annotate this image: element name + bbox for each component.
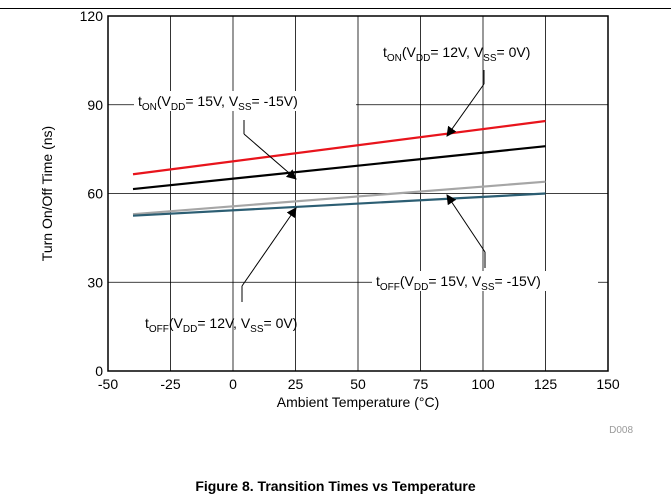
x-tick-label: 75 bbox=[413, 376, 429, 392]
label-toff-15v: tOFF(VDD= 15V, VSS= -15V) bbox=[376, 273, 541, 293]
x-tick-label: 100 bbox=[471, 376, 495, 392]
figure-code: D008 bbox=[609, 425, 633, 436]
y-tick-label: 120 bbox=[80, 8, 104, 24]
label-ton-12v: tON(VDD= 12V, VSS= 0V) bbox=[383, 44, 530, 64]
series-toff-12v bbox=[132, 192, 546, 217]
x-tick-label: -25 bbox=[160, 376, 180, 392]
series-toff-15v bbox=[132, 180, 546, 216]
arrow-ton-12v bbox=[446, 83, 485, 137]
y-tick-label: 90 bbox=[87, 97, 103, 113]
label-ton-15v: tON(VDD= 15V, VSS= -15V) bbox=[138, 93, 298, 113]
x-tick-label: -50 bbox=[98, 376, 118, 392]
x-tick-label: 50 bbox=[350, 376, 366, 392]
label-toff-12v: tOFF(VDD= 12V, VSS= 0V) bbox=[145, 315, 297, 335]
x-axis-label: Ambient Temperature (°C) bbox=[277, 394, 440, 410]
figure-caption: Figure 8. Transition Times vs Temperatur… bbox=[195, 478, 476, 494]
x-tick-labels: -50 -25 0 25 50 75 100 125 150 bbox=[98, 376, 620, 392]
y-axis-label: Turn On/Off Time (ns) bbox=[39, 126, 55, 261]
label-toff-15v-bg bbox=[372, 271, 598, 291]
x-tick-label: 0 bbox=[229, 376, 237, 392]
x-tick-label: 150 bbox=[596, 376, 620, 392]
x-tick-label: 25 bbox=[288, 376, 304, 392]
y-tick-label: 60 bbox=[87, 186, 103, 202]
plot-frame bbox=[107, 15, 609, 372]
transition-times-chart: -50 -25 0 25 50 75 100 125 150 0 30 60 90 120 Ambien… bbox=[39, 8, 633, 436]
arrow-toff-12v bbox=[241, 207, 297, 287]
y-tick-labels: 0 30 60 90 120 bbox=[80, 8, 104, 379]
y-tick-label: 0 bbox=[95, 363, 103, 379]
y-tick-label: 30 bbox=[87, 274, 103, 290]
grid bbox=[108, 16, 608, 371]
series-ton-15v bbox=[132, 145, 546, 191]
annotations: tON(VDD= 12V, VSS= 0V) tON(VDD= 15V, VSS=… bbox=[134, 44, 598, 335]
top-rule bbox=[0, 8, 671, 9]
arrow-ton-15v bbox=[243, 133, 297, 180]
label-ton-15v-bg bbox=[134, 91, 356, 111]
series-lines bbox=[132, 119, 546, 217]
x-tick-label: 125 bbox=[534, 376, 558, 392]
arrow-toff-15v bbox=[446, 194, 486, 253]
series-ton-12v bbox=[132, 119, 546, 176]
